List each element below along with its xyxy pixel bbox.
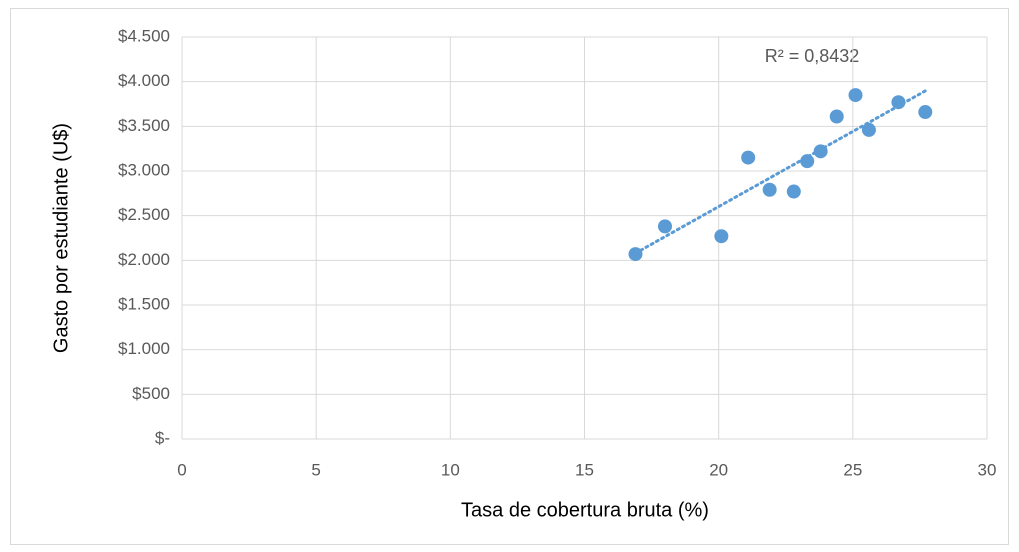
point — [813, 144, 828, 159]
point — [741, 150, 756, 165]
y-tick-label: $2.000 — [118, 250, 170, 269]
point — [714, 229, 729, 244]
x-tick-label: 15 — [575, 460, 594, 479]
x-tick-label: 0 — [177, 460, 186, 479]
x-tick-label: 5 — [311, 460, 320, 479]
point — [861, 122, 876, 137]
y-tick-label: $1.000 — [118, 339, 170, 358]
trendline — [633, 89, 927, 255]
point — [658, 219, 672, 234]
y-tick-label: $2.500 — [118, 205, 170, 224]
y-tick-label: $- — [155, 428, 170, 447]
y-tick-label: $3.500 — [118, 116, 170, 135]
y-tick-label: $3.000 — [118, 160, 170, 179]
x-axis-title: Tasa de cobertura bruta (%) — [461, 499, 709, 521]
y-axis-title: Gasto por estudiante (U$) — [50, 123, 72, 353]
x-tick-label: 30 — [978, 460, 997, 479]
point — [800, 154, 815, 169]
y-tick-label: $1.500 — [118, 294, 170, 313]
point — [786, 184, 801, 199]
y-tick-label: $500 — [132, 384, 170, 403]
point — [762, 182, 777, 197]
y-tick-label: $4.500 — [118, 26, 170, 45]
chart-frame — [10, 8, 1009, 545]
x-tick-label: 20 — [709, 460, 728, 479]
point — [891, 95, 906, 110]
point — [918, 105, 933, 120]
x-tick-label: 10 — [441, 460, 460, 479]
x-tick-label: 25 — [843, 460, 862, 479]
point — [848, 88, 863, 103]
point — [628, 247, 643, 262]
annotation: R² = 0,8432 — [765, 46, 860, 66]
y-tick-label: $4.000 — [118, 71, 170, 90]
point — [829, 109, 844, 124]
